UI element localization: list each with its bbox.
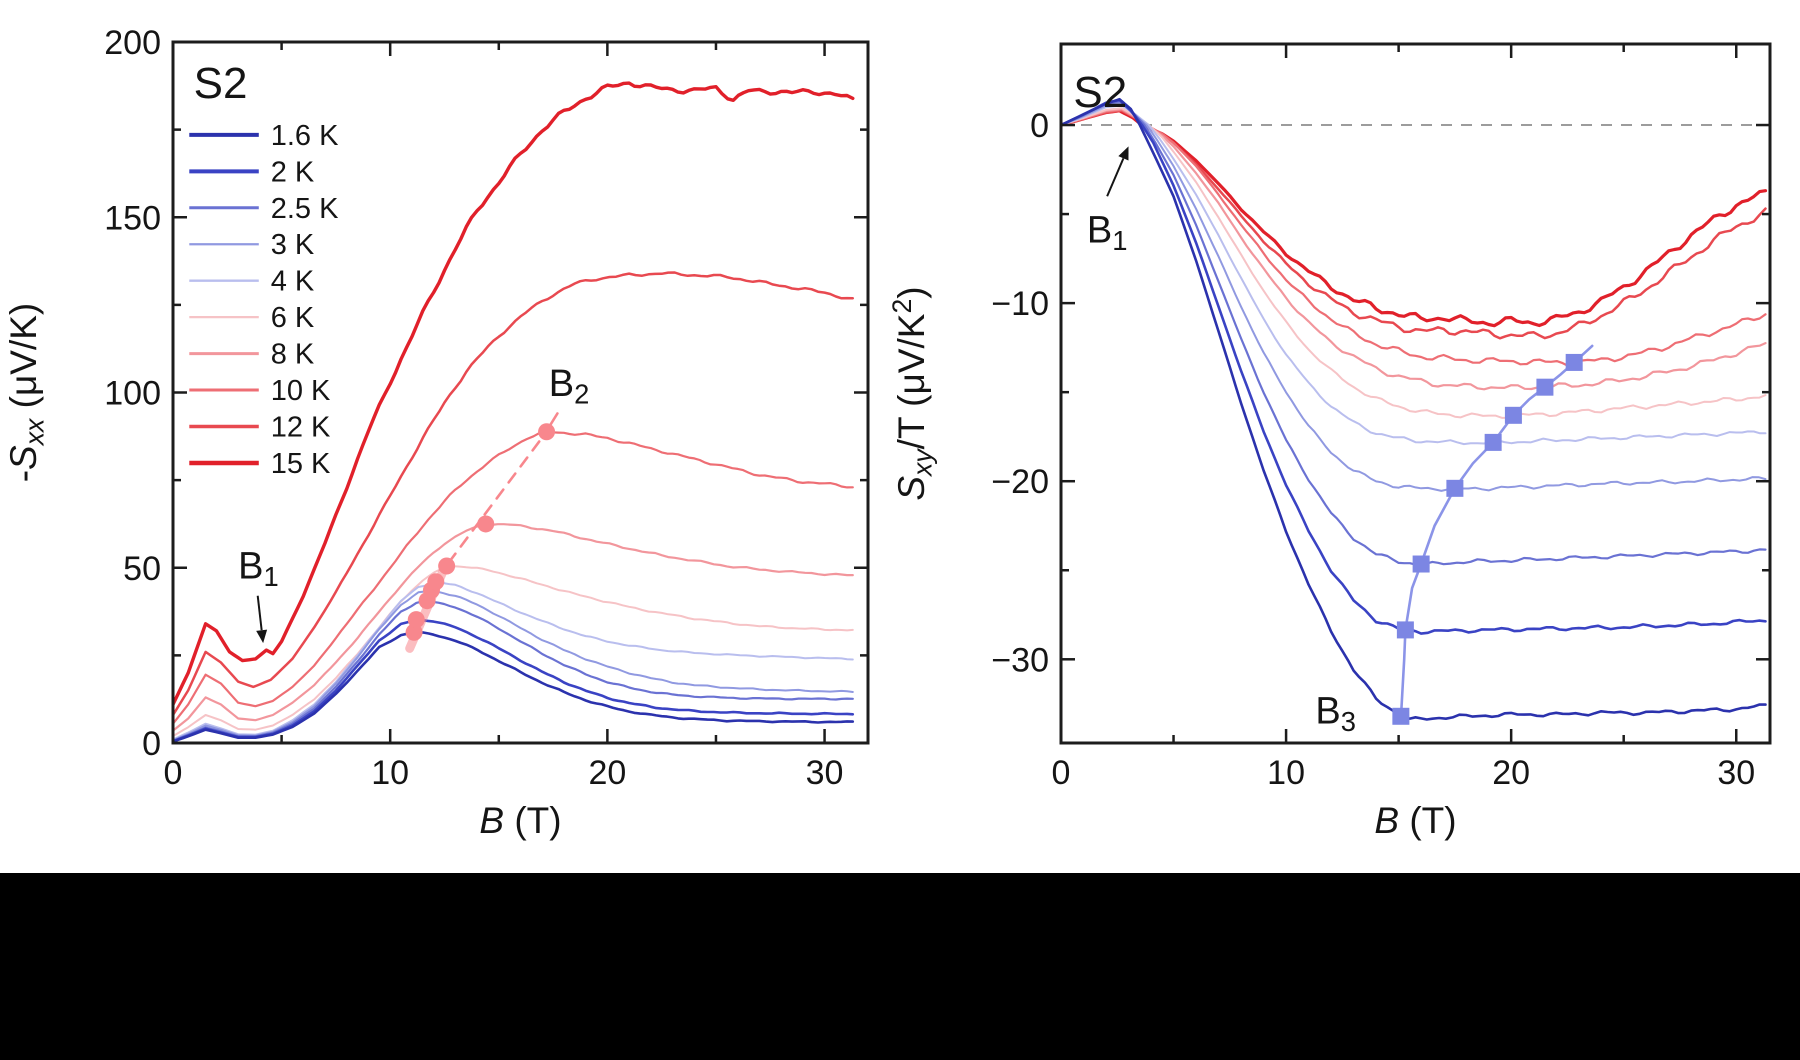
ticks xyxy=(1059,44,1770,743)
x-tick-label: 0 xyxy=(164,754,183,792)
peak-dot xyxy=(407,611,425,629)
legend-label: 12 K xyxy=(271,411,331,443)
peak-dots xyxy=(405,423,556,641)
minima-markers xyxy=(1392,353,1583,725)
minimum-marker xyxy=(1484,433,1502,451)
panel-title: S2 xyxy=(1073,68,1127,117)
annotation-b1: B1 xyxy=(238,545,279,592)
annotation-b1-arrow xyxy=(256,595,263,631)
right-panel: S2 B1 B3 0 10 20 30 0 −10 −20 −30 B (T) Sxy/T (μV/K2… xyxy=(887,42,1772,841)
x-tick-label: 20 xyxy=(1492,754,1530,792)
curve-4-k xyxy=(173,580,854,741)
legend-label: 2.5 K xyxy=(271,193,339,225)
peak-dot xyxy=(538,423,556,441)
legend-label: 3 K xyxy=(271,229,315,261)
curve-6-k xyxy=(1061,107,1767,419)
annotation-b2: B2 xyxy=(549,363,590,410)
x-tick-label: 10 xyxy=(1267,754,1305,792)
minimum-marker xyxy=(1565,353,1583,371)
legend-label: 6 K xyxy=(271,302,315,334)
minimum-marker xyxy=(1536,378,1554,396)
y-tick-label: 0 xyxy=(1030,107,1049,145)
minimum-marker xyxy=(1446,479,1464,497)
legend-label: 4 K xyxy=(271,266,315,298)
x-tick-label: 20 xyxy=(588,754,626,792)
curve-10-k xyxy=(1061,108,1767,368)
peak-dot xyxy=(438,557,456,575)
curve-12-k xyxy=(1061,109,1767,340)
curve-8-k xyxy=(1061,107,1767,391)
legend-label: 8 K xyxy=(271,339,315,371)
annotation-b1: B1 xyxy=(1087,210,1128,257)
curve-4-k xyxy=(1061,104,1767,446)
curve-12-k xyxy=(173,271,855,717)
y-axis-label: Sxy/T (μV/K2) xyxy=(887,286,937,500)
curve-15-k xyxy=(173,81,855,707)
y-tick-label: 50 xyxy=(123,550,161,588)
legend-label: 2 K xyxy=(271,156,315,188)
y-tick-label: 100 xyxy=(104,375,161,413)
y-tick-label: −10 xyxy=(991,285,1049,323)
minimum-marker xyxy=(1412,555,1430,573)
minimum-marker xyxy=(1504,406,1522,424)
curve-2.5-k xyxy=(1061,99,1767,567)
y-tick-label: 200 xyxy=(104,24,161,62)
axis-frame xyxy=(1059,42,1772,745)
y-tick-label: −20 xyxy=(991,463,1049,501)
minimum-marker xyxy=(1392,707,1410,725)
x-tick-label: 0 xyxy=(1052,754,1071,792)
panel-title: S2 xyxy=(194,59,248,108)
curve-1.6-k xyxy=(173,631,855,743)
x-tick-label: 30 xyxy=(806,754,844,792)
x-tick-label: 30 xyxy=(1717,754,1755,792)
minimum-marker xyxy=(1396,621,1414,639)
annotation-b1-arrow-head xyxy=(1118,146,1129,161)
x-tick-label: 10 xyxy=(371,754,409,792)
y-tick-label: 0 xyxy=(142,725,161,763)
bottom-black-bar xyxy=(0,873,1800,1060)
x-axis-label: B (T) xyxy=(1374,800,1456,841)
legend-label: 15 K xyxy=(271,448,331,480)
annotation-b1-arrow-head xyxy=(256,629,268,644)
peak-dot xyxy=(427,573,445,591)
legend-label: 1.6 K xyxy=(271,120,339,152)
annotation-b3: B3 xyxy=(1315,690,1356,737)
left-panel-curves xyxy=(173,81,855,743)
curve-2-k xyxy=(1061,98,1767,635)
left-panel: S2 B1 B2 0 10 20 30 0 50 100 150 200 B (T) -Sxx (μV/K… xyxy=(3,24,870,841)
peak-dot xyxy=(405,623,423,641)
y-tick-label: 150 xyxy=(104,199,161,237)
b2-trend-dashed xyxy=(447,433,546,564)
curve-10-k xyxy=(173,429,854,725)
y-axis-label: -Sxx (μV/K) xyxy=(3,303,49,483)
annotation-b1-arrow xyxy=(1106,157,1125,197)
curve-2.5-k xyxy=(173,599,854,742)
curve-3-k xyxy=(1061,101,1767,492)
legend-label: 10 K xyxy=(271,375,331,407)
b3-marker-line xyxy=(1399,344,1594,720)
curve-1.6-k xyxy=(1061,97,1767,721)
x-axis-label: B (T) xyxy=(479,800,561,841)
y-tick-label: −30 xyxy=(991,641,1049,679)
curve-15-k xyxy=(1061,109,1768,328)
curve-3-k xyxy=(173,589,854,742)
legend: 1.6 K 2 K 2.5 K 3 K 4 K 6 K 8 K 10 K 12 K 15 K xyxy=(189,120,339,480)
peak-dot xyxy=(477,515,495,533)
right-panel-curves xyxy=(1061,97,1768,721)
ticks xyxy=(171,40,868,745)
curve-6-k xyxy=(173,565,854,737)
